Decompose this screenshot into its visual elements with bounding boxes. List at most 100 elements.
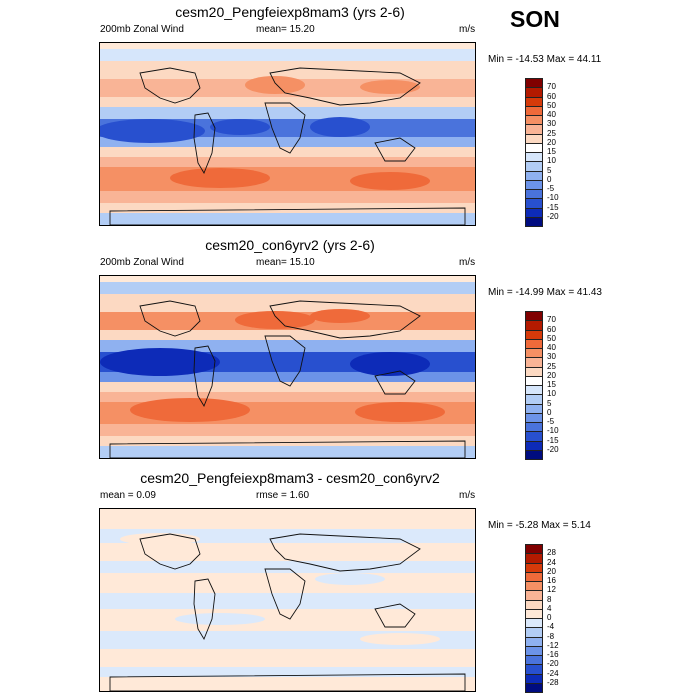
panel-3-rmse: rmse = 1.60	[256, 490, 310, 501]
panel-2-colorbar-label: 25	[547, 361, 556, 371]
panel-2-band-8	[100, 392, 475, 402]
panel-3-colorbar-label: 20	[547, 566, 556, 576]
panel-3-mean: mean = 0.09	[100, 490, 156, 501]
panel-2-band-3	[100, 330, 475, 340]
panel-1-colorbar-label: 5	[547, 165, 552, 175]
panel-3-colorbar-label: 24	[547, 557, 556, 567]
panel-3-contour-2	[175, 613, 265, 625]
panel-2-colorbar-swatch	[525, 449, 543, 460]
panel-1-map	[99, 42, 476, 226]
panel-1-contour-6	[350, 172, 430, 190]
panel-3-band-10	[100, 677, 475, 691]
panel-1-units: m/s	[459, 24, 476, 35]
panel-3-coastline-1	[193, 578, 216, 641]
panel-3-colorbar-label: 28	[547, 548, 556, 558]
panel-1-mean: mean= 15.20	[256, 24, 315, 35]
panel-3-colorbar-label: 8	[547, 594, 552, 604]
panel-1-colorbar-swatch	[525, 216, 543, 227]
panel-2-colorbar-label: 0	[547, 407, 552, 417]
panel-1-colorbar: 70 60 50 40 30 25 20 15 10 5 0 -5 -10 -15 -20	[525, 78, 559, 227]
panel-3-coastline-4	[374, 603, 416, 628]
panel-3-title: cesm20_Pengfeiexp8mam3 - cesm20_con6yrv2	[140, 470, 440, 486]
panel-2-colorbar-label: 15	[547, 380, 556, 389]
panel-1-contour-1	[210, 119, 270, 135]
panel-2-units: m/s	[459, 257, 476, 268]
panel-3-colorbar-label: 12	[547, 585, 556, 595]
panel-2-contour-2	[235, 311, 315, 329]
panel-1-colorbar-label: 60	[547, 91, 556, 101]
panel-3-colorbar: 28 24 20 16 12 8 4 0 -4 -8 -12 -16 -20 -24 -28	[525, 544, 559, 693]
panel-1-coastline-4	[374, 137, 416, 162]
panel-2-title: cesm20_con6yrv2 (yrs 2-6)	[205, 237, 375, 253]
panel-3-colorbar-label: 0	[547, 613, 552, 622]
panel-3-contour-0	[120, 533, 200, 545]
panel-2-band-0	[100, 282, 475, 294]
panel-2-contour-5	[355, 402, 445, 422]
panel-1-colorbar-label: 50	[547, 100, 556, 110]
panel-3-colorbar-label: -12	[547, 640, 559, 650]
panel-1-colorbar-label: 70	[547, 82, 556, 92]
panel-1-colorbar-label: 10	[547, 156, 556, 166]
panel-3-band-9	[100, 667, 475, 677]
panel-3-colorbar-label: -16	[547, 650, 559, 659]
panel-3-colorbar-label: -28	[547, 677, 559, 687]
panel-2-colorbar-label: 60	[547, 324, 556, 334]
panel-2-band-6	[100, 372, 475, 382]
panel-2-mean: mean= 15.10	[256, 257, 315, 268]
panel-3-colorbar-label: 16	[547, 576, 556, 585]
panel-3-band-3	[100, 561, 475, 573]
panel-2-field	[100, 282, 475, 458]
panel-3-colorbar-label: -8	[547, 631, 555, 641]
panel-1-band-11	[100, 203, 475, 213]
panel-2-variable: 200mb Zonal Wind	[100, 257, 184, 268]
panel-3-map	[99, 508, 476, 692]
panel-2-coastline-2	[269, 300, 421, 339]
panel-1-coastline-1	[193, 112, 216, 175]
panel-2-colorbar-label: 70	[547, 315, 556, 325]
panel-3-band-5	[100, 593, 475, 609]
panel-1-colorbar-label: -20	[547, 211, 559, 221]
panel-2-band-10	[100, 424, 475, 436]
panel-1-coastline-5	[109, 207, 466, 225]
panel-2-colorbar-label: -15	[547, 435, 559, 445]
panel-1-colorbar-label: -15	[547, 202, 559, 212]
panel-1-band-6	[100, 137, 475, 147]
panel-3-contour-1	[315, 573, 385, 585]
panel-1-contour-0	[100, 119, 205, 143]
panel-1-coastline-2	[269, 67, 421, 106]
panel-1-band-8	[100, 157, 475, 167]
panel-3-colorbar-label: -4	[547, 622, 555, 632]
panel-1-field	[100, 49, 475, 225]
panel-3-coastline-2	[269, 533, 421, 572]
panel-1-colorbar-label: 25	[547, 128, 556, 138]
panel-2-colorbar-label: 40	[547, 343, 556, 352]
panel-2-band-4	[100, 340, 475, 352]
panel-3-field	[100, 509, 475, 691]
panel-1-variable: 200mb Zonal Wind	[100, 24, 184, 35]
panel-2-contour-3	[310, 309, 370, 323]
season-label: SON	[510, 6, 560, 32]
panel-1-colorbar-label: 20	[547, 137, 556, 147]
panel-1-band-10	[100, 191, 475, 203]
panel-2-colorbar-label: -10	[547, 426, 559, 436]
panel-2-coastline-0	[139, 300, 201, 337]
panel-1-colorbar-label: -5	[547, 184, 555, 193]
panel-3-coastline-5	[109, 673, 466, 691]
panel-2-colorbar-label: 30	[547, 352, 556, 362]
panel-2-contour-1	[350, 352, 430, 376]
panel-3-units: m/s	[459, 490, 476, 501]
panel-3-band-8	[100, 649, 475, 667]
panel-1-colorbar-label: 15	[547, 147, 556, 156]
panel-1-contour-3	[245, 76, 305, 94]
panel-3-colorbar-label: -20	[547, 659, 559, 669]
panel-2-colorbar-label: 20	[547, 370, 556, 380]
panel-2-band-12	[100, 446, 475, 458]
panel-1-band-4	[100, 107, 475, 119]
panel-3-colorbar-swatch	[525, 682, 543, 693]
panel-2-colorbar-label: 5	[547, 398, 552, 408]
panel-1-title: cesm20_Pengfeiexp8mam3 (yrs 2-6)	[175, 4, 405, 20]
panel-2-colorbar-label: -5	[547, 417, 555, 426]
panel-2-colorbar: 70 60 50 40 30 25 20 15 10 5 0 -5 -10 -15 -20	[525, 311, 559, 460]
panel-3-band-2	[100, 543, 475, 561]
panel-2-coastline-3	[264, 335, 306, 387]
